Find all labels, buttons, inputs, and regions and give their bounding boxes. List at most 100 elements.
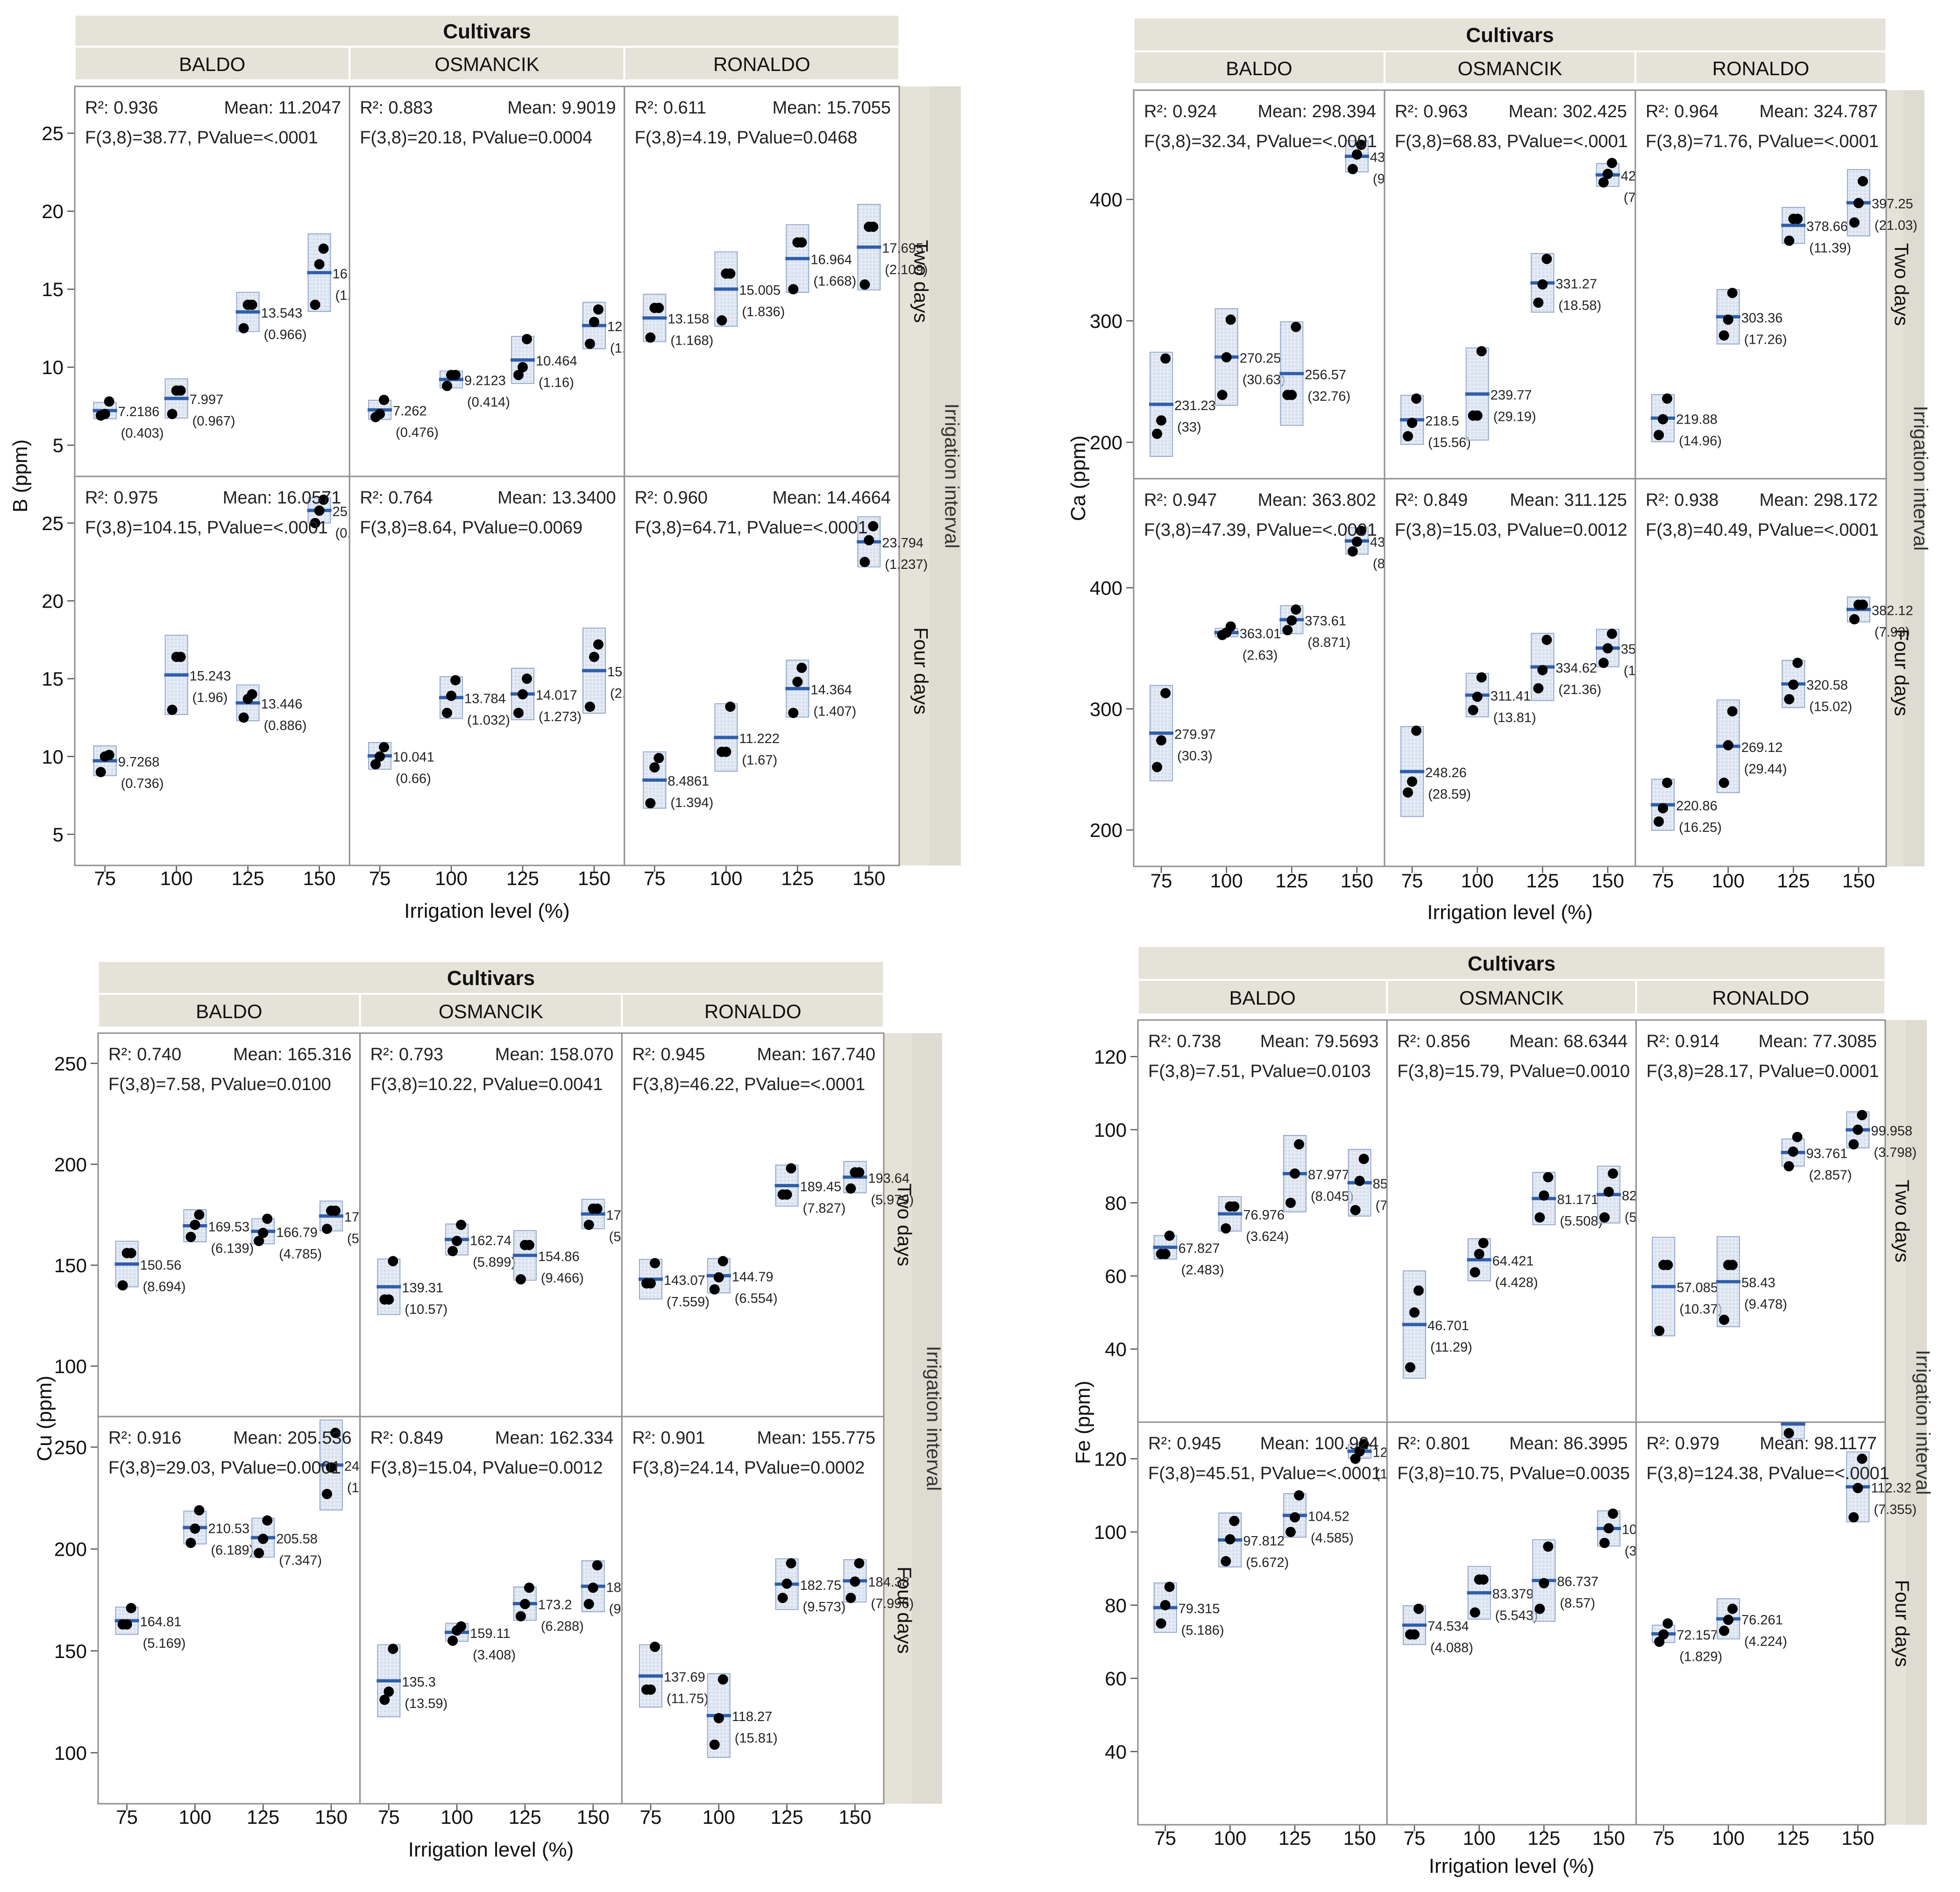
- data-point: [1719, 1314, 1729, 1325]
- data-point: [1792, 1132, 1803, 1142]
- panel-ronaldo-four-days: 8.4861 (1.394) 11.222 (1.67) 14.364 (1.407) 23…: [624, 475, 928, 866]
- se-label: (14.96): [1679, 433, 1722, 448]
- panel-frame: [359, 1416, 623, 1805]
- data-point: [859, 557, 870, 567]
- y-tick-label: 100: [1094, 1521, 1127, 1543]
- y-axis-label: Cu (ppm): [33, 1375, 56, 1461]
- f-test: F(3,8)=68.83, PValue=<.0001: [1395, 132, 1628, 151]
- data-point: [121, 1619, 132, 1630]
- mean-label: 248.26: [1425, 765, 1467, 780]
- data-point: [1604, 1186, 1614, 1197]
- panel-osmancik-two-days: 139.31(10.57)162.74(5.899)154.86(9.466)1…: [359, 1032, 652, 1417]
- f-test: F(3,8)=45.51, PValue=<.0001: [1148, 1464, 1381, 1483]
- data-point: [1229, 1516, 1240, 1526]
- header-strip: [1133, 17, 1887, 52]
- r-squared: R²: 0.914: [1647, 1032, 1719, 1051]
- f-test: F(3,8)=64.71, PValue=<.0001: [635, 518, 868, 538]
- y-tick-label: 60: [1105, 1265, 1127, 1287]
- mean-label: 13.784: [464, 692, 506, 707]
- mean-label: 169.53: [208, 1220, 249, 1235]
- data-point: [442, 381, 453, 391]
- data-point: [792, 676, 803, 687]
- mean-label: 231.23: [1174, 398, 1216, 413]
- y-tick-label: 15: [42, 278, 64, 300]
- header-strip: [97, 960, 885, 995]
- x-tick-label: 100: [703, 1806, 735, 1828]
- mean-label: 205.58: [276, 1531, 318, 1546]
- data-point: [1409, 1307, 1420, 1318]
- data-point: [185, 1538, 196, 1548]
- cultivar-strip: [1133, 50, 1385, 85]
- panel-mean: Mean: 86.3995: [1509, 1434, 1628, 1453]
- x-tick-label: 100: [1463, 1827, 1496, 1849]
- data-point: [379, 1694, 390, 1705]
- mean-label: 76.261: [1741, 1613, 1783, 1628]
- x-tick-label: 100: [1712, 870, 1745, 892]
- se-label: (1.168): [670, 333, 713, 348]
- panel-frame: [1386, 1421, 1637, 1826]
- data-point: [1606, 158, 1617, 168]
- y-axis-label: Ca (ppm): [1067, 435, 1090, 521]
- r-squared: R²: 0.979: [1647, 1434, 1719, 1453]
- y-tick-label: 100: [54, 1355, 87, 1377]
- data-point: [447, 1246, 458, 1256]
- data-point: [1229, 1201, 1240, 1212]
- data-point: [1285, 1198, 1296, 1208]
- data-point: [1849, 614, 1860, 624]
- y-tick-label: 200: [54, 1154, 87, 1176]
- y-tick-label: 200: [1090, 819, 1122, 841]
- data-point: [388, 1644, 398, 1654]
- mean-label: 182.75: [800, 1578, 842, 1593]
- y-tick-label: 40: [1105, 1741, 1127, 1763]
- cultivar-label: RONALDO: [713, 53, 810, 75]
- data-point: [786, 1163, 796, 1174]
- data-point: [1403, 431, 1413, 441]
- data-point: [1411, 725, 1422, 736]
- mean-label: 86.737: [1557, 1574, 1598, 1589]
- panel-mean: Mean: 98.1177: [1760, 1434, 1877, 1453]
- r-squared: R²: 0.849: [1395, 490, 1468, 510]
- y-tick-label: 100: [1094, 1119, 1127, 1141]
- y-axis-label: B (ppm): [9, 439, 32, 512]
- se-label: (6.288): [541, 1619, 584, 1634]
- x-tick-label: 100: [1461, 870, 1494, 892]
- data-point: [713, 1713, 724, 1723]
- x-tick-label: 100: [1214, 1827, 1246, 1849]
- se-label: (0.476): [396, 425, 439, 440]
- x-tick-label: 100: [435, 867, 468, 889]
- panel-mean: Mean: 162.334: [495, 1428, 614, 1448]
- mean-label: 10.041: [393, 750, 434, 765]
- data-point: [1604, 1523, 1614, 1534]
- panel-baldo-two-days: 150.56(8.694)169.53(6.139)166.79(4.785)1…: [97, 1032, 390, 1417]
- mean-label: 382.12: [1872, 603, 1913, 618]
- data-point: [1156, 415, 1167, 426]
- mean-label: 74.534: [1427, 1619, 1469, 1634]
- mean-label: 363.01: [1240, 626, 1281, 641]
- se-label: (11.75): [667, 1691, 709, 1706]
- se-label: (1.273): [539, 709, 582, 724]
- data-point: [194, 1505, 205, 1516]
- data-point: [1468, 705, 1478, 716]
- se-label: (9.466): [541, 1271, 584, 1286]
- side-title: Irrigation interval: [1912, 1350, 1934, 1495]
- data-point: [1282, 625, 1293, 636]
- data-point: [1849, 217, 1860, 228]
- data-point: [1539, 1578, 1549, 1588]
- data-point: [725, 268, 736, 279]
- mean-label: 162.74: [470, 1233, 511, 1248]
- x-tick-label: 75: [1154, 1827, 1176, 1849]
- cultivar-strip: [1386, 979, 1637, 1015]
- se-label: (0.66): [396, 771, 431, 786]
- panel-baldo-four-days: 9.7268(0.736)15.243(1.96)13.446(0.886)25…: [74, 475, 374, 866]
- f-test: F(3,8)=29.03, PValue=0.0001: [108, 1458, 341, 1478]
- data-point: [262, 1213, 273, 1224]
- se-label: (5.186): [1181, 1623, 1224, 1638]
- cultivar-label: BALDO: [196, 1000, 262, 1022]
- mean-label: 112.32: [1871, 1481, 1911, 1496]
- data-point: [1407, 418, 1418, 428]
- row-label: Four days: [910, 627, 932, 715]
- data-point: [845, 1593, 856, 1603]
- data-point: [649, 762, 660, 773]
- data-point: [450, 675, 461, 686]
- se-label: (11.29): [1430, 1340, 1472, 1355]
